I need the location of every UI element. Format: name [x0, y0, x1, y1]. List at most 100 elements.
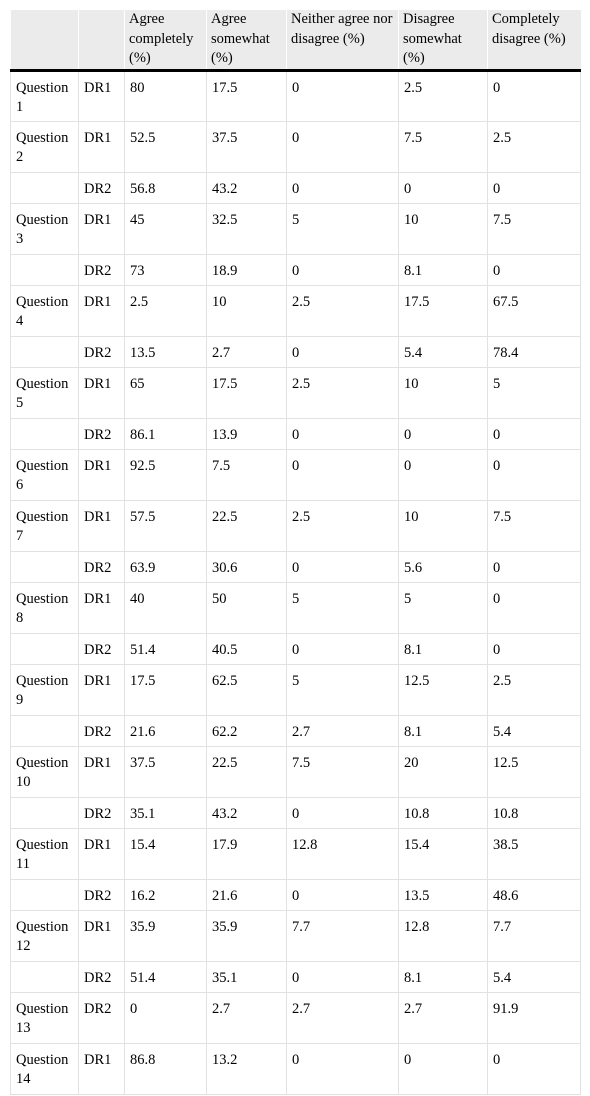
neither-cell: 7.5 [286, 746, 399, 798]
question-cell: Question 11 [10, 828, 79, 880]
completely-disagree-cell: 0 [487, 70, 581, 122]
header-completely-disagree: Completely disagree (%) [487, 10, 581, 72]
agree-somewhat-cell: 13.2 [206, 1043, 287, 1095]
agree-somewhat-cell: 17.9 [206, 828, 287, 880]
disagree-somewhat-cell: 0 [398, 172, 488, 204]
question-cell: Question 9 [10, 664, 79, 716]
survey-results-table: Agree completely (%) Agree somewhat (%) … [10, 10, 581, 1095]
question-cell: Question 5 [10, 367, 79, 419]
question-cell: Question 13 [10, 992, 79, 1044]
completely-disagree-cell: 0 [487, 449, 581, 501]
completely-disagree-cell: 0 [487, 172, 581, 204]
completely-disagree-cell: 5 [487, 367, 581, 419]
agree-somewhat-cell: 18.9 [206, 254, 287, 286]
dr-cell: DR1 [78, 746, 125, 798]
agree-completely-cell: 51.4 [124, 633, 207, 665]
dr-cell: DR1 [78, 121, 125, 173]
question-cell: Question 1 [10, 70, 79, 122]
disagree-somewhat-cell: 15.4 [398, 828, 488, 880]
header-neither: Neither agree nor disagree (%) [286, 10, 399, 72]
agree-completely-cell: 63.9 [124, 551, 207, 583]
dr-cell: DR2 [78, 418, 125, 450]
question-cell: Question 2 [10, 121, 79, 173]
table-row: Question 4 DR1 2.5 10 2.5 17.5 67.5 [10, 285, 581, 337]
completely-disagree-cell: 0 [487, 551, 581, 583]
completely-disagree-cell: 10.8 [487, 797, 581, 829]
neither-cell: 0 [286, 254, 399, 286]
question-cell [10, 961, 79, 993]
table-row: DR2 35.1 43.2 0 10.8 10.8 [10, 797, 581, 829]
table-row: DR2 73 18.9 0 8.1 0 [10, 254, 581, 286]
disagree-somewhat-cell: 2.7 [398, 992, 488, 1044]
agree-somewhat-cell: 10 [206, 285, 287, 337]
neither-cell: 0 [286, 1043, 399, 1095]
agree-somewhat-cell: 40.5 [206, 633, 287, 665]
neither-cell: 0 [286, 70, 399, 122]
header-question [10, 10, 79, 72]
question-cell: Question 14 [10, 1043, 79, 1095]
neither-cell: 2.5 [286, 285, 399, 337]
table-row: Question 5 DR1 65 17.5 2.5 10 5 [10, 367, 581, 419]
agree-completely-cell: 37.5 [124, 746, 207, 798]
table-row: Question 13 DR2 0 2.7 2.7 2.7 91.9 [10, 992, 581, 1044]
completely-disagree-cell: 12.5 [487, 746, 581, 798]
table-row: Question 14 DR1 86.8 13.2 0 0 0 [10, 1043, 581, 1095]
agree-somewhat-cell: 43.2 [206, 172, 287, 204]
agree-completely-cell: 40 [124, 582, 207, 634]
completely-disagree-cell: 7.5 [487, 500, 581, 552]
agree-somewhat-cell: 13.9 [206, 418, 287, 450]
table-row: Question 3 DR1 45 32.5 5 10 7.5 [10, 203, 581, 255]
agree-somewhat-cell: 32.5 [206, 203, 287, 255]
disagree-somewhat-cell: 20 [398, 746, 488, 798]
neither-cell: 12.8 [286, 828, 399, 880]
agree-completely-cell: 35.1 [124, 797, 207, 829]
disagree-somewhat-cell: 2.5 [398, 70, 488, 122]
table-row: Question 12 DR1 35.9 35.9 7.7 12.8 7.7 [10, 910, 581, 962]
dr-cell: DR1 [78, 910, 125, 962]
neither-cell: 0 [286, 633, 399, 665]
question-cell [10, 715, 79, 747]
agree-somewhat-cell: 50 [206, 582, 287, 634]
question-cell: Question 10 [10, 746, 79, 798]
disagree-somewhat-cell: 5.4 [398, 336, 488, 368]
table-row: Question 1 DR1 80 17.5 0 2.5 0 [10, 70, 581, 122]
table-row: Question 2 DR1 52.5 37.5 0 7.5 2.5 [10, 121, 581, 173]
disagree-somewhat-cell: 5.6 [398, 551, 488, 583]
disagree-somewhat-cell: 0 [398, 1043, 488, 1095]
agree-completely-cell: 92.5 [124, 449, 207, 501]
disagree-somewhat-cell: 8.1 [398, 715, 488, 747]
neither-cell: 0 [286, 449, 399, 501]
completely-disagree-cell: 67.5 [487, 285, 581, 337]
question-cell [10, 551, 79, 583]
dr-cell: DR1 [78, 582, 125, 634]
neither-cell: 0 [286, 879, 399, 911]
disagree-somewhat-cell: 5 [398, 582, 488, 634]
dr-cell: DR1 [78, 828, 125, 880]
disagree-somewhat-cell: 10 [398, 367, 488, 419]
agree-somewhat-cell: 21.6 [206, 879, 287, 911]
agree-completely-cell: 2.5 [124, 285, 207, 337]
disagree-somewhat-cell: 10 [398, 203, 488, 255]
agree-completely-cell: 0 [124, 992, 207, 1044]
agree-somewhat-cell: 62.2 [206, 715, 287, 747]
question-cell: Question 7 [10, 500, 79, 552]
neither-cell: 0 [286, 551, 399, 583]
completely-disagree-cell: 0 [487, 418, 581, 450]
disagree-somewhat-cell: 8.1 [398, 633, 488, 665]
completely-disagree-cell: 48.6 [487, 879, 581, 911]
agree-somewhat-cell: 43.2 [206, 797, 287, 829]
table-header-row: Agree completely (%) Agree somewhat (%) … [10, 10, 581, 72]
neither-cell: 0 [286, 121, 399, 173]
header-disagree-somewhat: Disagree somewhat (%) [398, 10, 488, 72]
agree-completely-cell: 65 [124, 367, 207, 419]
agree-completely-cell: 86.1 [124, 418, 207, 450]
dr-cell: DR2 [78, 797, 125, 829]
completely-disagree-cell: 5.4 [487, 715, 581, 747]
neither-cell: 2.7 [286, 715, 399, 747]
disagree-somewhat-cell: 7.5 [398, 121, 488, 173]
agree-somewhat-cell: 35.1 [206, 961, 287, 993]
neither-cell: 0 [286, 418, 399, 450]
agree-completely-cell: 52.5 [124, 121, 207, 173]
question-cell: Question 6 [10, 449, 79, 501]
agree-completely-cell: 86.8 [124, 1043, 207, 1095]
